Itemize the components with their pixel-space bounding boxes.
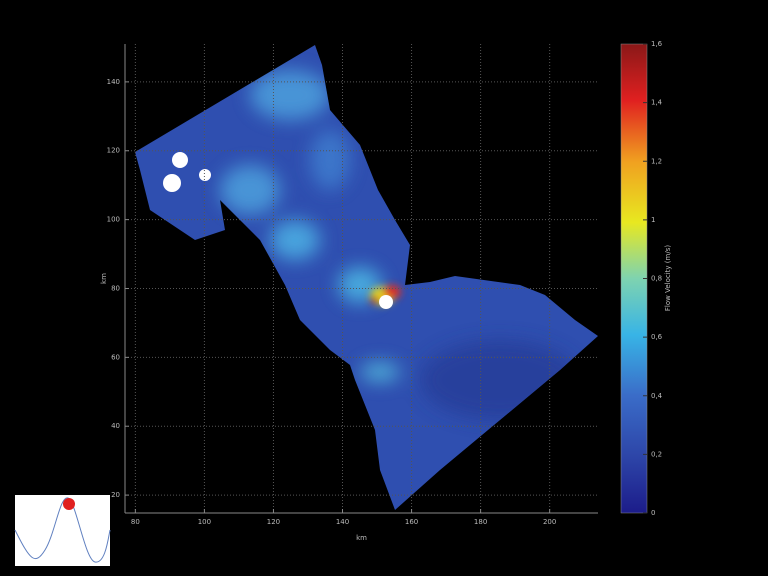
colorbar: [620, 43, 648, 514]
axes: 80 100 120 140 160 180 200 20 40 60 80 100 120 140 km k…: [100, 40, 672, 542]
y-tick-label: 80: [111, 284, 120, 292]
colorbar-label: Flow Velocity (m/s): [664, 245, 672, 311]
colorbar-tick-label: 0: [651, 509, 655, 517]
y-tick-label: 100: [107, 216, 120, 224]
x-tick-label: 120: [267, 518, 280, 526]
y-tick-label: 140: [107, 78, 120, 86]
y-tick-label: 40: [111, 422, 120, 430]
colorbar-tick-label: 1,2: [651, 157, 662, 165]
colorbar-tick-label: 0,2: [651, 450, 662, 458]
x-axis-label: km: [356, 534, 367, 542]
x-tick-label: 160: [405, 518, 418, 526]
colorbar-tick-label: 0,8: [651, 275, 662, 283]
colorbar-tick-label: 1,6: [651, 40, 663, 48]
x-tick-label: 180: [474, 518, 487, 526]
colorbar-tick-label: 1,4: [651, 99, 663, 107]
y-tick-label: 20: [111, 491, 120, 499]
tide-inset: [14, 495, 111, 566]
y-tick-label: 60: [111, 353, 120, 361]
x-tick-label: 100: [198, 518, 211, 526]
y-axis-label: km: [100, 273, 108, 284]
flow-field: [135, 45, 598, 510]
colorbar-tick-label: 0,4: [651, 392, 663, 400]
x-tick-label: 80: [131, 518, 140, 526]
colorbar-tick-label: 0,6: [651, 333, 663, 341]
x-tick-label: 200: [543, 518, 556, 526]
x-tick-label: 140: [336, 518, 349, 526]
y-tick-label: 120: [107, 147, 120, 155]
colorbar-tick-label: 1: [651, 216, 655, 224]
